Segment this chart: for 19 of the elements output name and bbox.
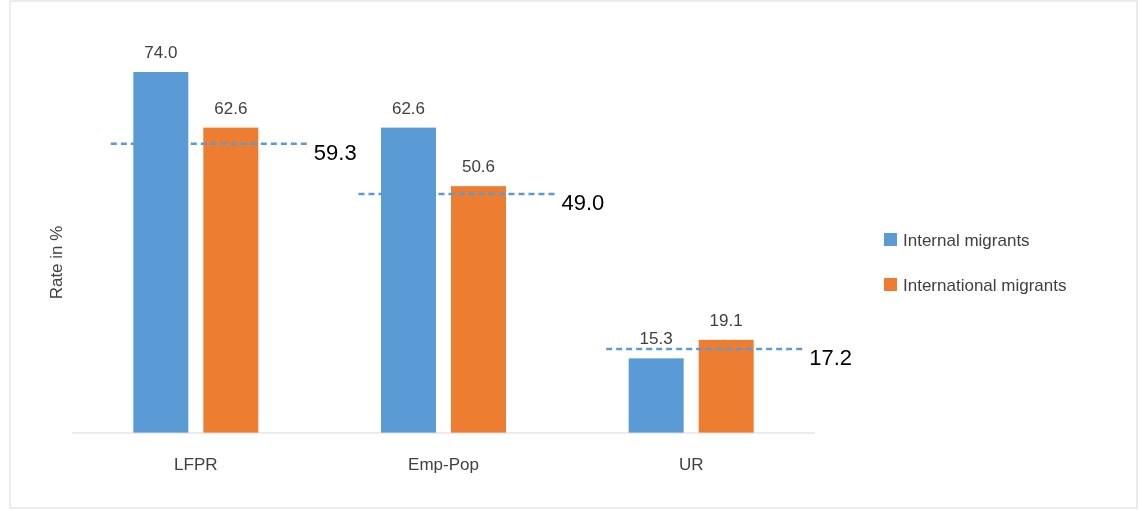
ref-line-label: 17.2 <box>809 345 852 371</box>
x-tick-label: Emp-Pop <box>408 455 479 474</box>
data-label: 50.6 <box>461 157 496 177</box>
x-tick-label: UR <box>678 455 704 474</box>
data-label: 62.6 <box>214 98 248 118</box>
bar <box>698 339 754 433</box>
data-label: 62.6 <box>391 98 426 118</box>
bar <box>628 358 684 433</box>
legend-label: International migrants <box>903 276 1067 295</box>
bar <box>451 186 506 433</box>
ref-line-label: 49.0 <box>561 189 605 215</box>
bar <box>203 127 259 433</box>
x-tick-label: LFPR <box>174 455 218 474</box>
data-label: 19.1 <box>709 310 743 330</box>
y-axis-title: Rate in % <box>47 225 66 300</box>
data-label: 74.0 <box>144 43 178 62</box>
legend-label: Internal migrants <box>903 231 1030 250</box>
data-label: 15.3 <box>639 329 673 349</box>
ref-line-label: 59.3 <box>313 139 357 165</box>
